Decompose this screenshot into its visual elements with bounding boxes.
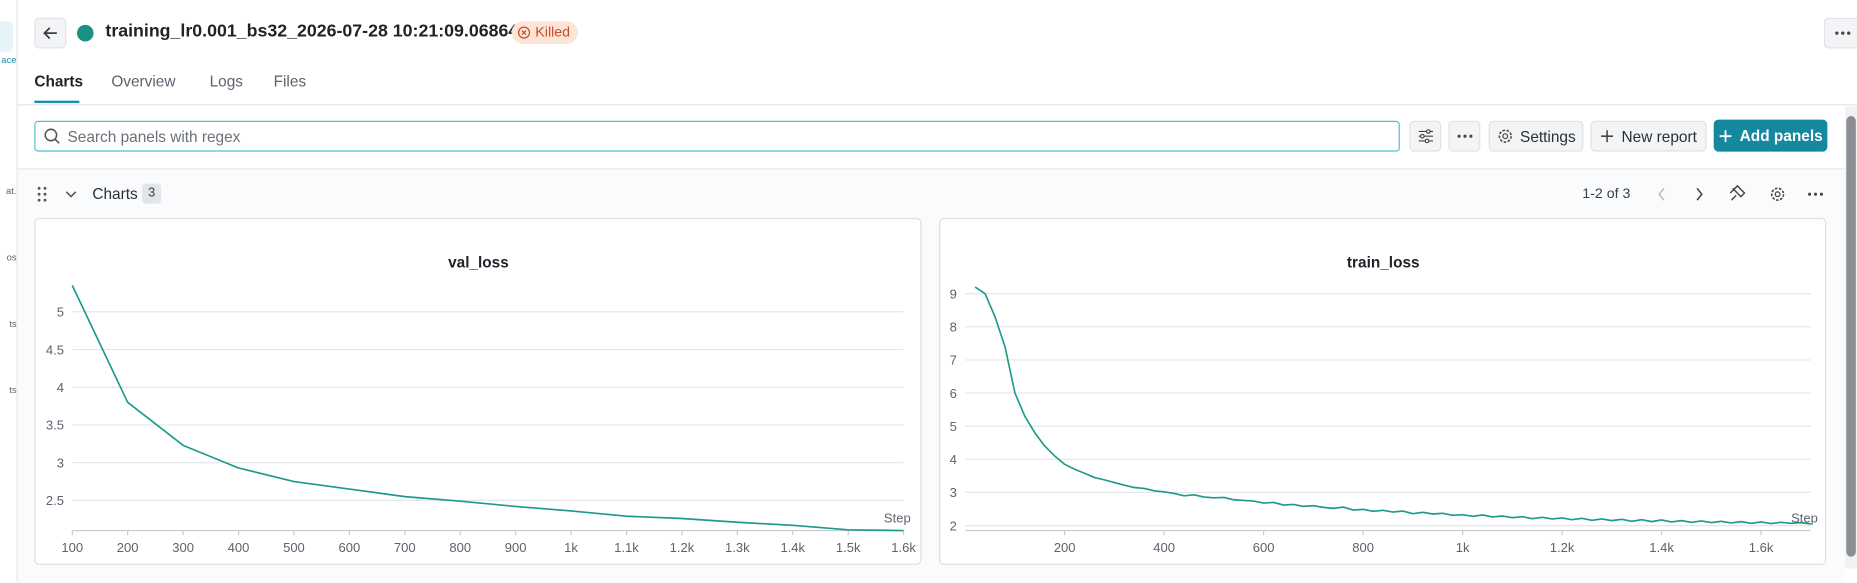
y-tick-label: 3.5 — [46, 418, 64, 433]
y-tick-label: 3 — [950, 485, 957, 500]
x-tick-label: 1k — [564, 540, 578, 555]
chart: val_loss 2.5 3 3.5 4 4.5 5 100 200 300 400 500 600 70… — [46, 255, 917, 555]
tab[interactable]: Files — [273, 72, 307, 91]
x-tick-label: 300 — [172, 540, 194, 555]
new-report-button[interactable]: New report — [1590, 120, 1707, 152]
series-line — [71, 285, 904, 532]
x-tick-label: 600 — [1253, 540, 1275, 555]
tab-active[interactable]: Charts — [34, 72, 84, 91]
sidebar-item[interactable]: ace — [1, 54, 17, 66]
section-count: 3 — [142, 183, 162, 204]
y-tick-label: 4.5 — [46, 342, 64, 357]
sidebar-active — [0, 21, 14, 53]
back-button[interactable] — [34, 17, 67, 49]
y-tick-label: 9 — [950, 286, 957, 301]
tab[interactable]: Logs — [209, 72, 244, 91]
x-tick-label: 1.2k — [1550, 540, 1575, 555]
chart-panel: val_loss 2.5 3 3.5 4 4.5 5 100 200 300 400 500 600 70… — [34, 217, 922, 565]
more-icon — [1834, 31, 1850, 35]
x-tick-label: 700 — [394, 540, 416, 555]
more-button[interactable] — [1823, 17, 1857, 49]
chart-title: val_loss — [448, 255, 509, 272]
add-panels-button[interactable]: Add panels — [1713, 119, 1828, 152]
x-tick-label: 1.3k — [725, 540, 750, 555]
run-title: training_lr0.001_bs32_2026-07-28 10:21:0… — [105, 21, 529, 42]
y-tick-label: 5 — [950, 419, 957, 434]
search-box[interactable]: Search panels with regex — [34, 120, 1400, 152]
gear-icon — [1497, 129, 1512, 143]
filter-icon — [1418, 129, 1433, 144]
search-placeholder: Search panels with regex — [67, 127, 241, 146]
x-tick-label: 1.6k — [1749, 540, 1774, 555]
y-tick-label: 3 — [57, 455, 64, 470]
x-tick-label: 400 — [228, 540, 250, 555]
section-controls — [37, 186, 77, 202]
x-tick-label: 1.4k — [1649, 540, 1674, 555]
x-tick-label: 1.5k — [836, 540, 861, 555]
status-text: Killed — [535, 23, 571, 41]
series-line — [974, 286, 1811, 525]
y-tick-label: 4 — [950, 452, 957, 467]
tab-underline — [34, 100, 80, 104]
scrollbar-thumb[interactable] — [1846, 116, 1856, 557]
run-color — [76, 24, 94, 42]
x-tick-label: 900 — [505, 540, 527, 555]
x-tick-label: 100 — [61, 540, 83, 555]
x-tick-label: 1.1k — [614, 540, 639, 555]
sidebar: ace at. os ts ts — [0, 0, 18, 582]
x-tick-label: 600 — [339, 540, 361, 555]
pagination: 1-2 of 3 — [1582, 184, 1631, 202]
filter-button[interactable] — [1409, 120, 1442, 152]
divider — [17, 104, 1857, 106]
status-badge: Killed — [511, 21, 579, 44]
sidebar-item[interactable]: at. — [6, 185, 17, 197]
button-label: Add panels — [1739, 126, 1823, 145]
y-tick-label: 8 — [950, 320, 957, 335]
section-actions — [1658, 184, 1823, 201]
sidebar-item[interactable]: ts — [9, 384, 17, 396]
x-tick-label: 1.6k — [891, 540, 916, 555]
y-tick-label: 6 — [950, 386, 957, 401]
chart-panel: train_loss 2 3 4 5 6 7 8 9 200 400 600 800 1k 1.2k 1.4k… — [939, 217, 1827, 565]
y-tick-label: 7 — [950, 353, 957, 368]
button-label: New report — [1621, 127, 1697, 146]
plus-icon — [1719, 129, 1732, 142]
y-tick-label: 2 — [950, 518, 957, 533]
chart: train_loss 2 3 4 5 6 7 8 9 200 400 600 800 1k 1.2k 1.4k… — [950, 255, 1818, 555]
status-icon — [518, 26, 531, 39]
chart-title: train_loss — [1347, 255, 1420, 272]
plus-icon — [1601, 130, 1614, 143]
y-tick-label: 4 — [57, 380, 64, 395]
tab[interactable]: Overview — [111, 72, 176, 91]
more-button[interactable] — [1448, 120, 1481, 152]
more-icon — [1456, 134, 1472, 138]
x-axis-label: Step — [1791, 510, 1818, 525]
scrollbar[interactable] — [1845, 106, 1857, 569]
x-tick-label: 1.2k — [670, 540, 695, 555]
x-tick-label: 400 — [1153, 540, 1175, 555]
section-title[interactable]: Charts — [92, 184, 138, 203]
x-axis-label: Step — [884, 510, 911, 525]
sidebar-item[interactable]: ts — [9, 318, 17, 330]
search-icon — [44, 128, 60, 144]
x-tick-label: 500 — [283, 540, 305, 555]
settings-button[interactable]: Settings — [1488, 120, 1584, 152]
x-tick-label: 1k — [1456, 540, 1470, 555]
x-tick-label: 200 — [1054, 540, 1076, 555]
button-label: Settings — [1520, 127, 1576, 146]
y-tick-label: 5 — [57, 305, 64, 320]
x-tick-label: 800 — [449, 540, 471, 555]
x-tick-label: 800 — [1352, 540, 1374, 555]
x-tick-label: 1.4k — [780, 540, 805, 555]
back-icon — [42, 27, 57, 40]
y-tick-label: 2.5 — [46, 493, 64, 508]
x-tick-label: 200 — [117, 540, 139, 555]
sidebar-item[interactable]: os — [6, 252, 17, 263]
